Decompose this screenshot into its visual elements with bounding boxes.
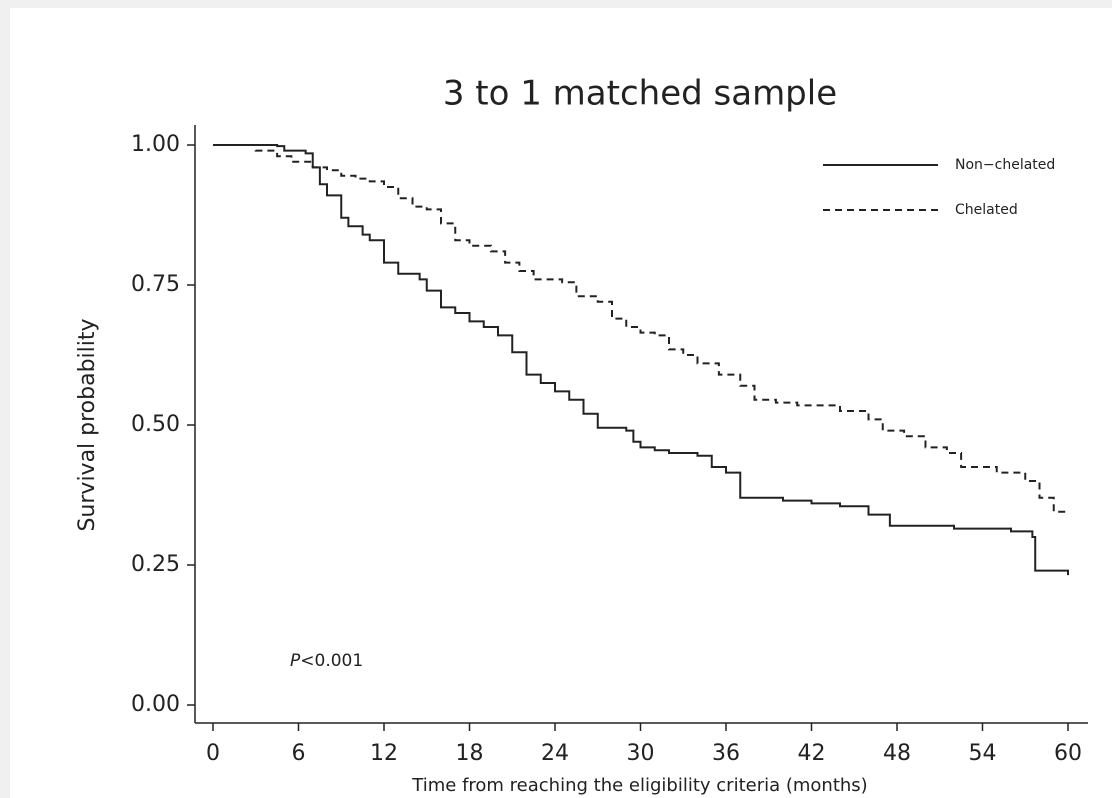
x-tick-label: 12 <box>370 741 398 766</box>
y-axis-label: Survival probability <box>75 318 100 531</box>
frame <box>10 8 1112 798</box>
y-tick-label: 0.75 <box>131 272 180 297</box>
x-tick-label: 6 <box>292 741 306 766</box>
x-tick-label: 0 <box>206 741 220 766</box>
y-tick-label: 0.00 <box>131 692 180 717</box>
x-axis-label: Time from reaching the eligibility crite… <box>411 775 867 796</box>
y-tick-label: 1.00 <box>131 132 180 157</box>
p-value: P<0.001 <box>290 651 363 671</box>
y-tick-label: 0.50 <box>131 412 180 437</box>
survival-curve <box>213 144 1068 513</box>
x-tick-label: 18 <box>456 741 484 766</box>
survival-curve <box>213 144 1069 576</box>
x-tick-label: 54 <box>969 741 997 766</box>
y-tick-label: 0.25 <box>131 552 180 577</box>
legend-label: Non−chelated <box>955 157 1055 173</box>
x-tick-label: 42 <box>798 741 826 766</box>
legend-label: Chelated <box>955 202 1018 218</box>
x-tick-label: 24 <box>541 741 569 766</box>
x-tick-label: 36 <box>712 741 740 766</box>
p-symbol: P <box>290 651 301 671</box>
chart-title: 3 to 1 matched sample <box>443 74 837 114</box>
x-tick-label: 30 <box>627 741 655 766</box>
x-tick-label: 60 <box>1054 741 1082 766</box>
p-text: <0.001 <box>300 651 363 671</box>
x-tick-label: 48 <box>883 741 911 766</box>
